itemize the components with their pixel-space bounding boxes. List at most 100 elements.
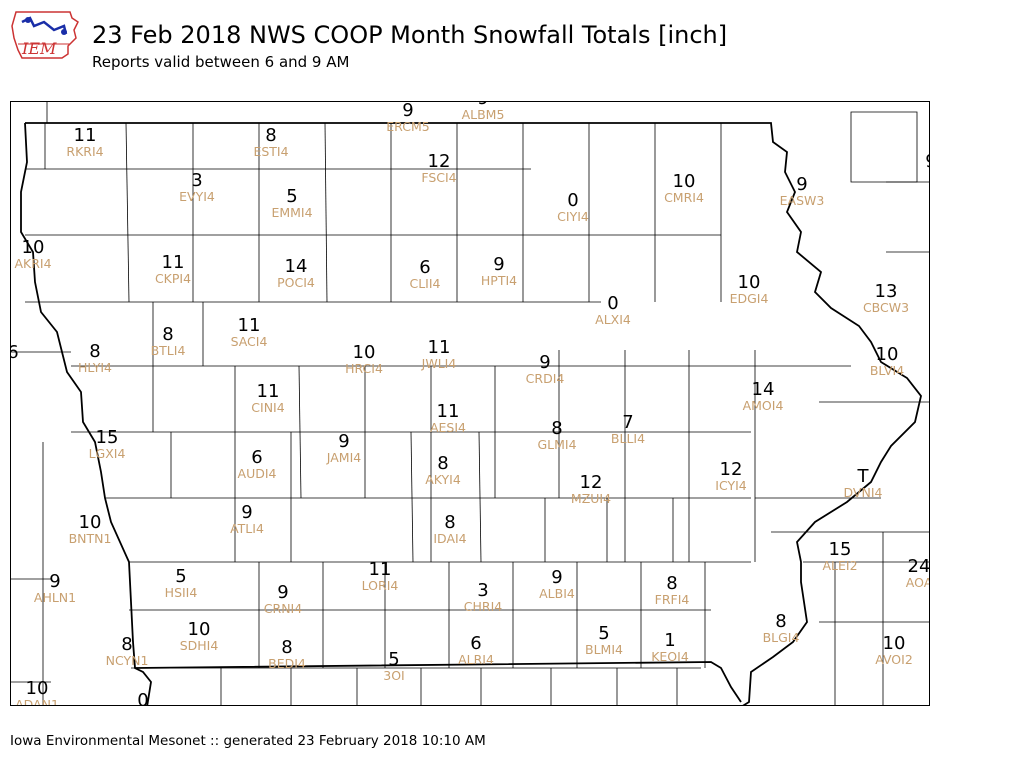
- snowfall-value: 11: [237, 315, 261, 336]
- station-esti4: 8 ESTI4: [253, 127, 288, 159]
- snowfall-value: 8: [89, 341, 101, 362]
- snowfall-value: 10: [187, 619, 211, 640]
- snowfall-value: 1: [664, 630, 676, 651]
- station-alei2: 15 ALEI2: [822, 541, 857, 573]
- snowfall-value: 9: [925, 153, 929, 171]
- station-idai4: 8 IDAI4: [433, 514, 466, 546]
- station-hsii4: 5 HSII4: [165, 568, 198, 600]
- snowfall-value: 11: [161, 252, 185, 273]
- snowfall-value: 12: [579, 472, 603, 493]
- snowfall-value: 8: [162, 324, 174, 345]
- station-id: BLLI4: [610, 431, 646, 446]
- station-id: AHLN1: [33, 590, 77, 605]
- station-aesi4: 11 AESI4: [430, 403, 466, 435]
- snowfall-value: 12: [719, 459, 743, 480]
- station-atli4: 9 ATLI4: [230, 504, 264, 536]
- snowfall-value: 5: [175, 566, 187, 587]
- station-id: HSII4: [164, 585, 198, 600]
- iem-logo: IEM: [8, 8, 80, 66]
- station-clii4: 6 CLII4: [409, 259, 440, 291]
- station-icyi4: 12 ICYI4: [715, 461, 746, 493]
- snowfall-value: 9: [796, 174, 808, 195]
- station-bedi4: 8 BEDI4: [268, 639, 306, 671]
- snowfall-value: 0: [567, 190, 579, 211]
- station-id: BEDI4: [268, 656, 306, 671]
- station-id: CRNI4: [263, 601, 303, 616]
- station-evyi4: 3 EVYI4: [179, 172, 215, 204]
- station-id: ESTI4: [253, 144, 289, 159]
- station-fsci4: 12 FSCI4: [421, 153, 456, 185]
- station-id: BLVI4: [869, 363, 905, 378]
- station-id: MZUI4: [570, 491, 612, 506]
- snowfall-value: 6: [11, 344, 19, 362]
- station-chri4: 3 CHRI4: [464, 582, 502, 614]
- station-aoa: 24 AOA: [905, 558, 930, 590]
- snowfall-value: 7: [622, 412, 634, 433]
- station-id: EASW3: [779, 193, 825, 208]
- station-blmi4: 5 BLMI4: [585, 625, 623, 657]
- station-unlabeled-10: 9: [925, 153, 929, 171]
- station-amoi4: 14 AMOI4: [743, 381, 784, 413]
- station-id: AOA: [905, 575, 930, 590]
- snowfall-value: 8: [666, 573, 678, 594]
- iowa-outline-logo-icon: IEM: [11, 11, 79, 59]
- station-id: AKRI4: [14, 256, 52, 271]
- station-albm5: 9ALBM5: [462, 102, 505, 122]
- station-alri4: 6 ALRI4: [458, 635, 494, 667]
- station-glmi4: 8 GLMI4: [537, 420, 576, 452]
- station-id: ICYI4: [715, 478, 747, 493]
- snowfall-value: 9: [49, 571, 61, 592]
- snowfall-value: 12: [427, 151, 451, 172]
- station-id: ALXI4: [595, 312, 631, 327]
- station-id: CRDI4: [525, 371, 565, 386]
- snowfall-value: 5: [388, 649, 400, 670]
- station-id: AUDI4: [237, 466, 277, 481]
- snowfall-value: 9: [277, 582, 289, 603]
- station-audi4: 6 AUDI4: [238, 449, 277, 481]
- station-id: HPTI4: [480, 273, 518, 288]
- iowa-snowfall-map: 11RKRI48ESTI49ERCM59ALBM512FSCI43EVYI45E…: [10, 101, 930, 706]
- station-id: LORI4: [361, 578, 399, 593]
- station-btli4: 8 BTLI4: [151, 326, 186, 358]
- station-id: HRCI4: [345, 361, 383, 376]
- snowfall-value: 14: [284, 256, 308, 277]
- station-id: BLMI4: [585, 642, 623, 657]
- station-sdhi4: 10 SDHI4: [180, 621, 219, 653]
- snowfall-value: 9: [493, 254, 505, 275]
- station-alxi4: 0 ALXI4: [595, 295, 631, 327]
- station-id: ALRI4: [458, 652, 494, 667]
- station-id: CIYI4: [557, 209, 589, 224]
- station-id: AESI4: [429, 420, 467, 435]
- station-crdi4: 9 CRDI4: [526, 354, 565, 386]
- snowfall-value: 5: [286, 186, 298, 207]
- snowfall-value: 10: [882, 633, 906, 654]
- station-albi4: 9 ALBI4: [539, 569, 575, 601]
- snowfall-value: 11: [73, 125, 97, 146]
- snowfall-value: 9: [338, 431, 350, 452]
- station-id: BLGI4: [762, 630, 800, 645]
- station-poci4: 14 POCI4: [277, 258, 315, 290]
- station-id: CHRI4: [463, 599, 503, 614]
- map-title: 23 Feb 2018 NWS COOP Month Snowfall Tota…: [92, 21, 728, 49]
- footer-credit: Iowa Environmental Mesonet :: generated …: [10, 733, 486, 749]
- snowfall-value: 8: [437, 453, 449, 474]
- snowfall-value: 10: [737, 272, 761, 293]
- station-id: POCI4: [277, 275, 315, 290]
- station-hpti4: 9 HPTI4: [481, 256, 517, 288]
- snowfall-value: 8: [551, 418, 563, 439]
- station-id: KEOI4: [651, 649, 689, 664]
- snowfall-value: 6: [419, 257, 431, 278]
- station-id: BNTN1: [68, 531, 112, 546]
- station-id: JWLI4: [421, 356, 457, 371]
- station-id: SDHI4: [179, 638, 219, 653]
- station-id: RKRI4: [66, 144, 104, 159]
- snowfall-value: 9: [539, 352, 551, 373]
- snowfall-value: 11: [427, 337, 451, 358]
- station-id: ALBI4: [539, 586, 575, 601]
- station-dvni4: T DVNI4: [844, 468, 883, 500]
- station-cbcw3: 13 CBCW3: [863, 283, 909, 315]
- station-avoi2: 10 AVOI2: [875, 635, 913, 667]
- station-id: 3OI: [383, 668, 405, 683]
- station-rkri4: 11 RKRI4: [66, 127, 103, 159]
- station-id: LGXI4: [88, 446, 126, 461]
